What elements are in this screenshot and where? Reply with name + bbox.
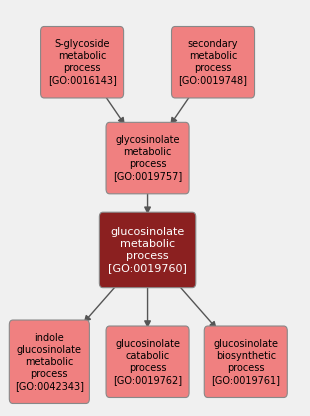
- Text: glycosinolate
metabolic
process
[GO:0019757]: glycosinolate metabolic process [GO:0019…: [113, 135, 182, 181]
- Text: glucosinolate
metabolic
process
[GO:0019760]: glucosinolate metabolic process [GO:0019…: [108, 227, 187, 273]
- FancyBboxPatch shape: [171, 27, 255, 98]
- Text: secondary
metabolic
process
[GO:0019748]: secondary metabolic process [GO:0019748]: [179, 39, 247, 85]
- Text: S-glycoside
metabolic
process
[GO:0016143]: S-glycoside metabolic process [GO:001614…: [48, 39, 117, 85]
- FancyBboxPatch shape: [106, 326, 189, 398]
- Text: glucosinolate
catabolic
process
[GO:0019762]: glucosinolate catabolic process [GO:0019…: [113, 339, 182, 385]
- FancyBboxPatch shape: [204, 326, 287, 398]
- Text: indole
glucosinolate
metabolic
process
[GO:0042343]: indole glucosinolate metabolic process […: [15, 333, 84, 391]
- Text: glucosinolate
biosynthetic
process
[GO:0019761]: glucosinolate biosynthetic process [GO:0…: [211, 339, 280, 385]
- FancyBboxPatch shape: [106, 122, 189, 194]
- FancyBboxPatch shape: [41, 27, 124, 98]
- FancyBboxPatch shape: [9, 320, 89, 404]
- FancyBboxPatch shape: [99, 212, 196, 288]
